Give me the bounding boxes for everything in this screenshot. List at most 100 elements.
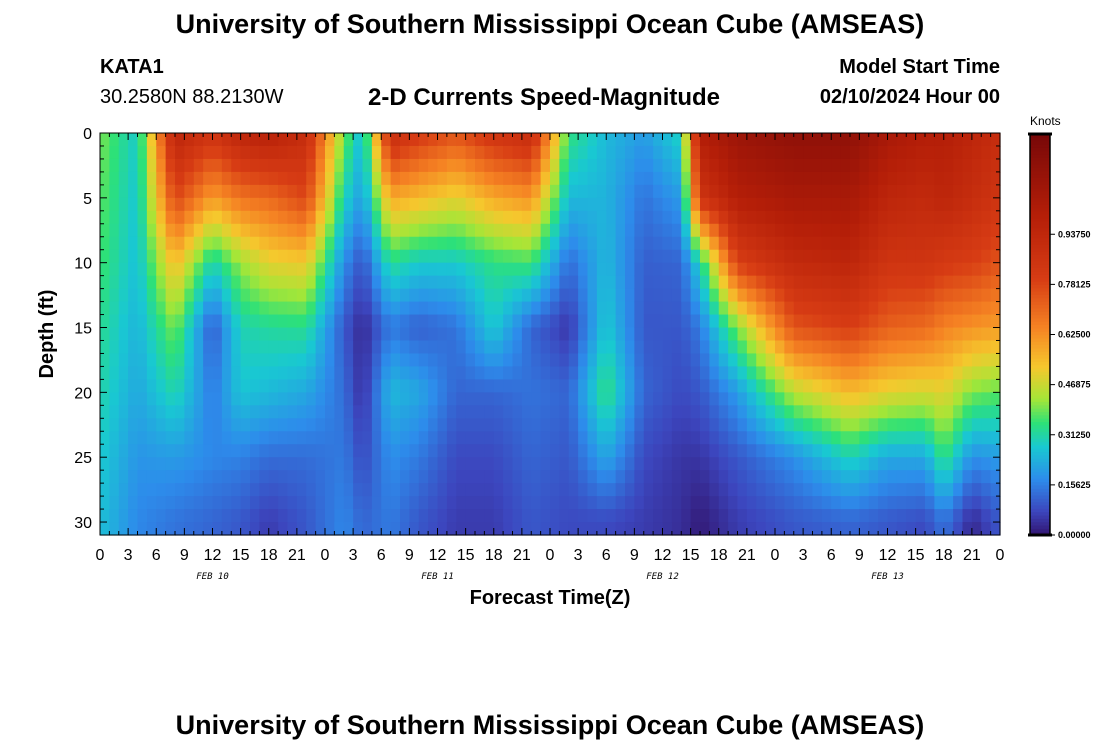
heatmap-cell (203, 366, 214, 380)
colorbar-swatch (1030, 461, 1050, 466)
heatmap-cell (615, 353, 626, 368)
colorbar-swatch (1030, 508, 1050, 513)
heatmap-cell (325, 236, 335, 251)
heatmap-cell (193, 314, 204, 329)
heatmap-cell (587, 496, 598, 510)
heatmap-cell (568, 496, 579, 510)
heatmap-cell (259, 301, 270, 316)
heatmap-cell (578, 340, 589, 355)
colorbar-swatch (1030, 418, 1050, 422)
heatmap-cell (465, 301, 476, 316)
heatmap-cell (109, 171, 120, 186)
heatmap-cell (362, 340, 373, 355)
heatmap-cell (418, 197, 429, 212)
heatmap-cell (943, 288, 954, 303)
heatmap-cell (156, 431, 167, 445)
heatmap-cell (812, 197, 823, 212)
heatmap-cell (981, 249, 992, 264)
heatmap-cell (400, 392, 410, 406)
heatmap-cell (484, 288, 495, 303)
heatmap-cell (362, 327, 373, 342)
heatmap-cell (343, 418, 354, 432)
heatmap-cell (296, 483, 307, 497)
heatmap-cell (878, 457, 889, 471)
heatmap-cell (465, 509, 476, 523)
heatmap-cell (118, 431, 129, 445)
colorbar-swatch (1030, 134, 1050, 138)
heatmap-cell (493, 145, 504, 160)
heatmap-cell (756, 197, 767, 212)
heatmap-cell (315, 223, 326, 238)
heatmap-cell (653, 133, 664, 147)
heatmap-cell (278, 288, 289, 303)
heatmap-cell (812, 405, 823, 419)
heatmap-cell (128, 197, 139, 212)
heatmap-cell (981, 483, 992, 497)
heatmap-cell (540, 457, 551, 471)
heatmap-cell (915, 210, 926, 225)
heatmap-cell (362, 158, 373, 173)
heatmap-cell (371, 392, 382, 406)
heatmap-cell (259, 262, 270, 277)
heatmap-cell (587, 418, 598, 432)
heatmap-cell (306, 379, 317, 393)
heatmap-cell (334, 327, 345, 342)
heatmap-cell (503, 197, 514, 212)
heatmap-cell (184, 470, 195, 484)
heatmap-cell (653, 236, 664, 251)
heatmap-cell (990, 366, 1001, 380)
heatmap-cell (156, 158, 167, 173)
heatmap-cell (306, 509, 317, 523)
heatmap-cell (653, 184, 664, 199)
heatmap-cell (118, 340, 129, 355)
heatmap-cell (718, 301, 729, 316)
heatmap-cell (896, 405, 907, 419)
heatmap-cell (840, 314, 851, 329)
heatmap-cell (446, 327, 457, 342)
heatmap-cell (203, 249, 214, 264)
heatmap-cell (503, 496, 514, 510)
heatmap-cell (690, 275, 701, 290)
heatmap-cell (278, 379, 289, 393)
heatmap-cell (418, 405, 429, 419)
heatmap-cell (371, 249, 382, 264)
heatmap-cell (268, 470, 279, 484)
heatmap-cell (381, 379, 392, 393)
heatmap-cell (803, 223, 814, 238)
heatmap-cell (437, 249, 448, 264)
heatmap-cell (568, 522, 579, 536)
heatmap-cell (109, 457, 120, 471)
heatmap-cell (465, 470, 476, 484)
heatmap-cell (700, 444, 710, 458)
heatmap-cell (634, 496, 645, 510)
heatmap-cell (437, 405, 448, 419)
heatmap-cell (456, 145, 467, 160)
heatmap-cell (362, 197, 373, 212)
heatmap-cell (503, 158, 514, 173)
heatmap-cell (728, 197, 739, 212)
heatmap-cell (353, 197, 364, 212)
heatmap-cell (437, 314, 448, 329)
heatmap-cell (540, 236, 551, 251)
heatmap-cell (568, 236, 579, 251)
heatmap-cell (831, 327, 842, 342)
heatmap-cell (353, 379, 364, 393)
heatmap-cell (559, 210, 570, 225)
heatmap-cell (990, 145, 1001, 160)
heatmap-cell (465, 158, 476, 173)
heatmap-cell (728, 405, 739, 419)
heatmap-cell (231, 392, 242, 406)
heatmap-cell (240, 470, 251, 484)
heatmap-cell (850, 483, 860, 497)
heatmap-cell (934, 340, 945, 355)
heatmap-cell (428, 470, 439, 484)
heatmap-cell (878, 223, 889, 238)
heatmap-cell (334, 275, 345, 290)
heatmap-cell (943, 145, 954, 160)
heatmap-cell (981, 366, 992, 380)
heatmap-cell (906, 158, 917, 173)
heatmap-cell (118, 327, 129, 342)
heatmap-cell (906, 379, 917, 393)
heatmap-cell (775, 431, 785, 445)
heatmap-cell (831, 405, 842, 419)
